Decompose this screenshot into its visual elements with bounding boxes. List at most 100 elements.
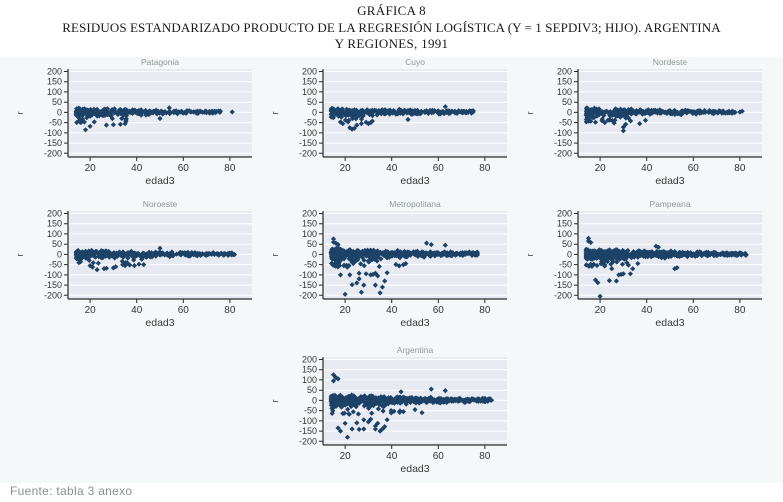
y-tick-label: -200: [44, 290, 62, 300]
y-tick-label: -100: [299, 128, 317, 138]
y-tick-label: 0: [57, 107, 62, 117]
subplot-patagonia: 200 150 100 50 0 -50 -100 -150 -200 20 40 60 80 edad3…: [8, 57, 263, 193]
tick-marks: [574, 71, 741, 161]
y-tick-label: 150: [557, 77, 572, 87]
scatter-points: [328, 372, 495, 440]
x-axis-label: edad3: [145, 317, 174, 329]
y-tick-label: 100: [302, 375, 317, 385]
y-tick-label: -200: [299, 148, 317, 158]
y-tick-label: -50: [49, 118, 62, 128]
y-tick-label: 150: [47, 77, 62, 87]
axes: [577, 211, 762, 300]
y-tick-label: 100: [557, 229, 572, 239]
y-tick-label: -100: [44, 128, 62, 138]
y-tick-label: 200: [302, 354, 317, 364]
y-tick-label: -50: [304, 406, 317, 416]
x-tick-label: 60: [433, 305, 445, 316]
y-tick-label: -200: [554, 290, 572, 300]
scatter-points: [583, 105, 745, 134]
y-tick-label: -100: [554, 270, 572, 280]
subplot-title: Patagonia: [141, 57, 180, 67]
y-tick-label: 200: [557, 208, 572, 218]
y-tick-label: -50: [49, 260, 62, 270]
y-tick-label: 150: [302, 77, 317, 87]
subplot-metropolitana: 200 150 100 50 0 -50 -100 -150 -200 20 40 60 80 edad3…: [263, 199, 518, 335]
source-note: Fuente: tabla 3 anexo: [10, 484, 133, 498]
subplot-title: Pampeana: [649, 199, 690, 209]
y-tick-label: 150: [302, 365, 317, 375]
y-tick-label: -50: [559, 260, 572, 270]
x-tick-label: 80: [479, 451, 491, 462]
y-tick-label: 50: [52, 239, 62, 249]
x-tick-label: 80: [479, 305, 491, 316]
x-tick-label: 60: [688, 163, 700, 174]
x-axis-label: edad3: [145, 175, 174, 187]
y-tick-label: 100: [47, 229, 62, 239]
y-tick-label: 0: [57, 249, 62, 259]
x-tick-label: 20: [595, 305, 607, 316]
y-tick-label: 50: [307, 385, 317, 395]
x-axis-label: edad3: [655, 175, 684, 187]
y-tick-label: 150: [47, 219, 62, 229]
y-tick-label: -150: [554, 280, 572, 290]
axes: [577, 69, 762, 158]
x-tick-label: 20: [595, 163, 607, 174]
y-tick-label: -200: [44, 148, 62, 158]
subplot-noroeste: 200 150 100 50 0 -50 -100 -150 -200 20 40 60 80 edad3…: [8, 199, 263, 335]
x-tick-label: 40: [131, 305, 143, 316]
subplot-argentina: 200 150 100 50 0 -50 -100 -150 -200 20 40 60 80 edad3…: [263, 345, 518, 481]
y-tick-label: -50: [304, 260, 317, 270]
y-axis-label: r: [525, 253, 536, 256]
x-tick-label: 40: [641, 163, 653, 174]
y-axis-label: r: [15, 111, 26, 114]
x-tick-label: 20: [340, 305, 352, 316]
y-tick-label: 100: [302, 87, 317, 97]
y-tick-label: 50: [52, 97, 62, 107]
axes: [322, 357, 507, 446]
y-tick-label: -100: [299, 416, 317, 426]
y-tick-label: -100: [554, 128, 572, 138]
y-tick-label: -150: [554, 138, 572, 148]
x-axis-label: edad3: [400, 463, 429, 475]
x-tick-label: 40: [386, 305, 398, 316]
scatter-points: [328, 104, 476, 132]
x-tick-label: 40: [641, 305, 653, 316]
figure-title-line1: GRÁFICA 8: [357, 3, 426, 18]
y-tick-label: 100: [557, 87, 572, 97]
y-tick-label: 200: [302, 208, 317, 218]
x-tick-label: 60: [178, 163, 190, 174]
scatter-points: [328, 236, 480, 297]
x-tick-label: 60: [433, 163, 445, 174]
y-tick-label: 0: [312, 249, 317, 259]
x-tick-label: 20: [85, 163, 97, 174]
x-tick-label: 40: [131, 163, 143, 174]
y-tick-label: -100: [44, 270, 62, 280]
x-tick-label: 20: [340, 451, 352, 462]
y-tick-label: 0: [567, 249, 572, 259]
chart-figure: 200 150 100 50 0 -50 -100 -150 -200 20 40 60 80 edad3…: [0, 57, 783, 483]
figure-title-block: GRÁFICA 8 RESIDUOS ESTANDARIZADO PRODUCT…: [0, 0, 783, 52]
x-tick-label: 60: [178, 305, 190, 316]
x-axis-label: edad3: [655, 317, 684, 329]
x-tick-label: 80: [224, 305, 236, 316]
y-tick-label: 50: [307, 97, 317, 107]
x-tick-label: 80: [734, 305, 746, 316]
figure-title-line3: Y REGIONES, 1991: [334, 36, 449, 51]
y-axis-label: r: [270, 399, 281, 402]
y-tick-label: -150: [299, 280, 317, 290]
y-tick-label: -200: [554, 148, 572, 158]
scatter-points: [73, 245, 238, 273]
scatter-points: [73, 105, 235, 133]
y-tick-label: 200: [302, 66, 317, 76]
y-tick-label: -150: [299, 138, 317, 148]
y-tick-label: -200: [299, 436, 317, 446]
y-tick-label: 100: [47, 87, 62, 97]
axes: [322, 211, 507, 300]
y-axis-label: r: [270, 253, 281, 256]
